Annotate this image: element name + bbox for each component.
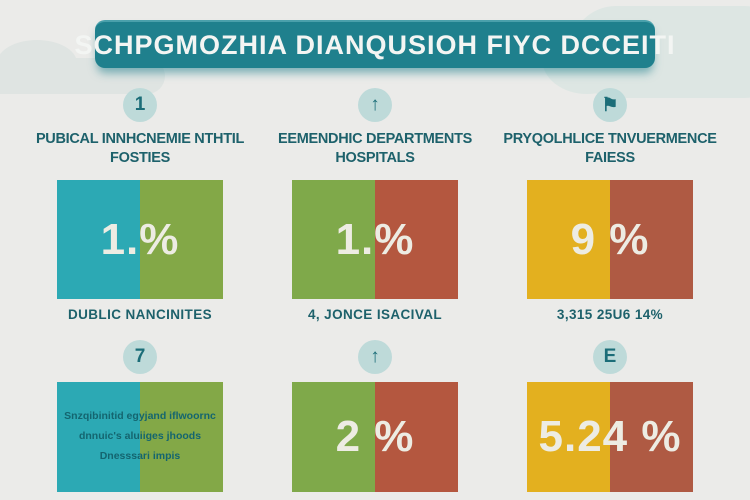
- stats-row-bottom: 7 Snzqibinitid egyjand iflwoornc dnnuic'…: [0, 340, 750, 492]
- header-banner: SCHPGMOZHIA DIANQUSIOH FIYC DCCEITI: [75, 20, 675, 68]
- block-left-half: [292, 382, 375, 492]
- page-title: SCHPGMOZHIA DIANQUSIOH FIYC DCCEITI: [74, 29, 676, 60]
- heading-line-2: FAIESS: [585, 149, 635, 166]
- stat-caption: DUBLIC NANCINITES: [67, 307, 213, 322]
- icon-glyph: 1: [134, 94, 146, 115]
- stat-block: 5.24 %: [527, 382, 693, 492]
- heading-line-1: PRYQOLHLICE TNVUERMENCE: [503, 131, 717, 147]
- block-right-half: [375, 382, 458, 492]
- stat-block: 2 %: [292, 382, 458, 492]
- block-right-half: [375, 180, 458, 299]
- stat-column-five-percent: E 5.24 %: [493, 340, 728, 492]
- heading-line-2: FOSTIES: [110, 149, 170, 166]
- block-right-half: [610, 382, 693, 492]
- flag-icon: E: [593, 340, 627, 374]
- heading-line-1: EEMENDHIC DEPARTMENTS: [277, 131, 473, 147]
- block-left-half: [57, 180, 140, 299]
- icon-glyph: E: [603, 346, 617, 367]
- stat-block: Snzqibinitid egyjand iflwoornc dnnuic's …: [57, 382, 223, 492]
- icon-glyph: ⚑: [601, 94, 619, 116]
- stat-column-insurance: ⚑ PRYQOLHLICE TNVUERMENCE FAIESS 9 % 3,3…: [493, 88, 728, 322]
- numeral-7-icon: 7: [123, 340, 157, 374]
- icon-glyph: ↑: [370, 346, 380, 367]
- stat-block: 1.%: [57, 180, 223, 299]
- stat-value: 2 %: [335, 412, 415, 461]
- flag-icon: ⚑: [593, 88, 627, 122]
- block-right-half: [140, 180, 223, 299]
- block-right-half: [140, 382, 223, 492]
- icon-glyph: ↑: [370, 94, 380, 115]
- column-heading: PUBICAL INNHCNEMIE NTHTIL FOSTIES: [36, 130, 244, 170]
- column-heading: PRYQOLHLICE TNVUERMENCE FAIESS: [503, 130, 717, 170]
- column-heading: EEMENDHIC DEPARTMENTS HOSPITALS: [278, 130, 472, 170]
- stat-column-text-block: 7 Snzqibinitid egyjand iflwoornc dnnuic'…: [23, 340, 258, 492]
- stat-column-public-facilities: 1 PUBICAL INNHCNEMIE NTHTIL FOSTIES 1.% …: [23, 88, 258, 322]
- heading-line-1: PUBICAL INNHCNEMIE NTHTIL: [35, 131, 245, 147]
- block-text: Snzqibinitid egyjand iflwoornc dnnuic's …: [57, 382, 223, 492]
- stat-caption: 3,315 25U6 14%: [556, 307, 664, 322]
- block-left-half: [527, 382, 610, 492]
- arrow-up-icon: ↑: [358, 88, 392, 122]
- stats-row-top: 1 PUBICAL INNHCNEMIE NTHTIL FOSTIES 1.% …: [0, 88, 750, 322]
- stat-value: 1.%: [335, 214, 415, 264]
- stat-column-departments-hospitals: ↑ EEMENDHIC DEPARTMENTS HOSPITALS 1.% 4,…: [258, 88, 493, 322]
- numeral-1-icon: 1: [123, 88, 157, 122]
- block-left-half: [527, 180, 610, 299]
- arrow-up-icon: ↑: [358, 340, 392, 374]
- block-left-half: [292, 180, 375, 299]
- stat-block: 9 %: [527, 180, 693, 299]
- stat-value: 1.%: [100, 214, 180, 264]
- block-text-line-3: Dnesssari impis: [99, 449, 181, 462]
- block-left-half: [57, 382, 140, 492]
- block-text-line-2: dnnuic's aluiiges jhoods: [78, 430, 202, 443]
- icon-glyph: 7: [134, 346, 146, 367]
- heading-line-2: HOSPITALS: [335, 149, 415, 166]
- stat-value: 9 %: [570, 214, 650, 264]
- stat-value: 5.24 %: [538, 412, 682, 461]
- stat-column-two-percent: ↑ 2 %: [258, 340, 493, 492]
- block-right-half: [610, 180, 693, 299]
- stat-block: 1.%: [292, 180, 458, 299]
- stat-caption: 4, JONCE ISACIVAL: [307, 307, 443, 322]
- block-text-line-1: Snzqibinitid egyjand iflwoornc: [64, 410, 216, 423]
